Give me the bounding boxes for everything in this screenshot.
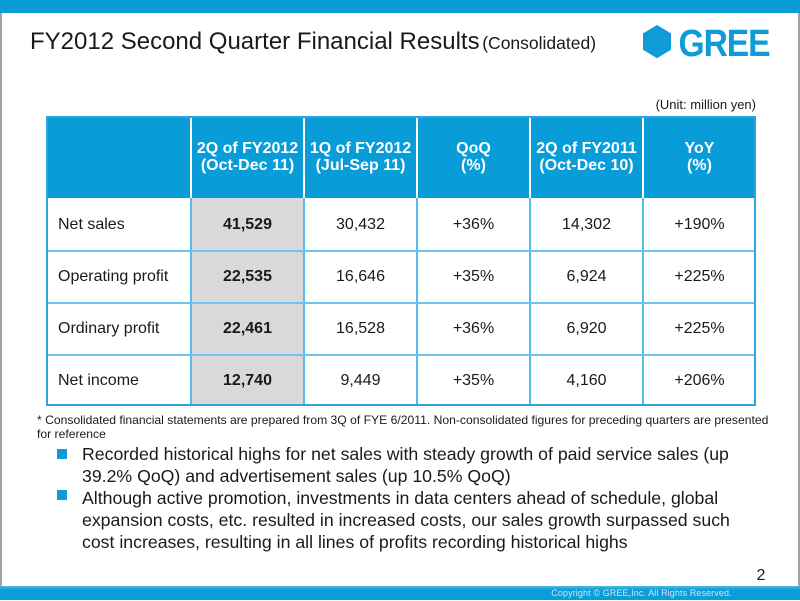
- svg-text:GREE: GREE: [679, 25, 770, 60]
